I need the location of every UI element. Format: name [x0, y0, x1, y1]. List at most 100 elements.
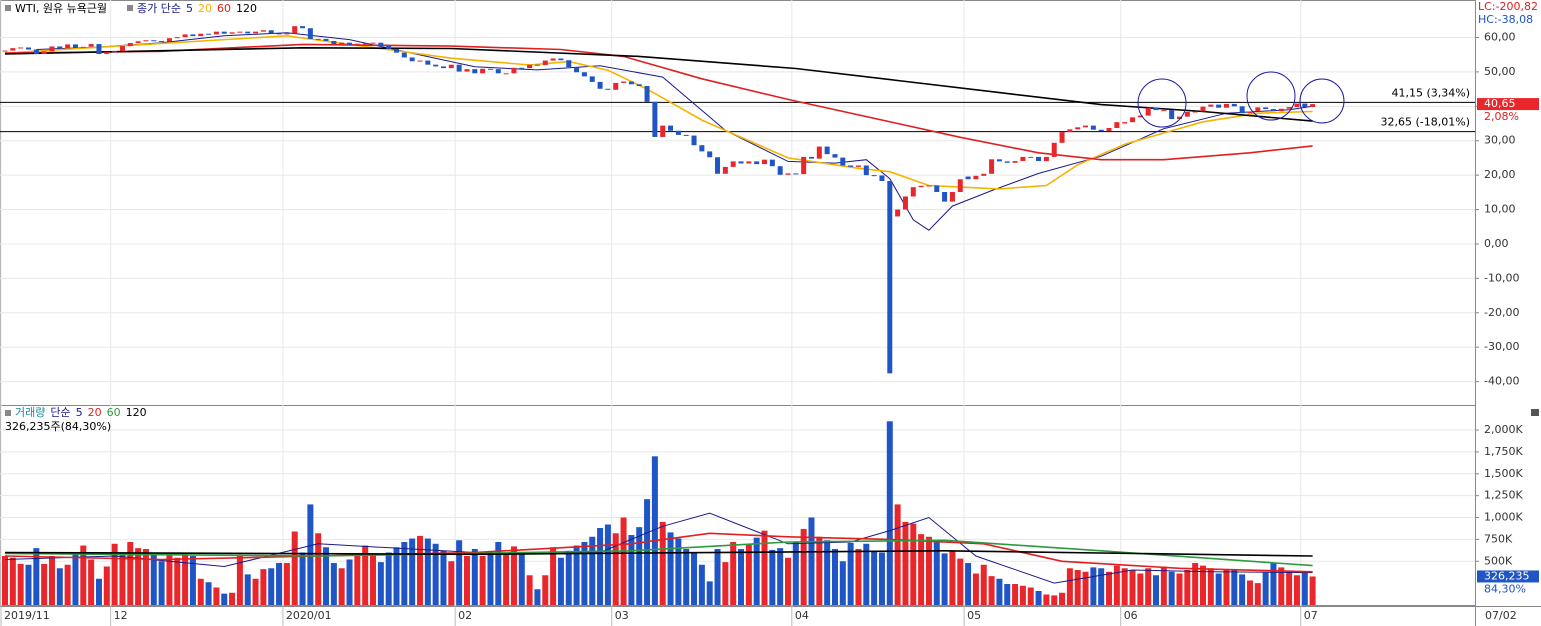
candle-body	[1192, 111, 1198, 113]
last-volume-box	[1477, 570, 1539, 583]
candle-body	[895, 209, 901, 217]
volume-bar	[1160, 566, 1167, 605]
volume-bar	[510, 546, 517, 605]
volume-bar	[244, 574, 251, 605]
candle-body	[464, 69, 470, 72]
volume-bar	[370, 553, 377, 605]
y-tick-label: 750K	[1484, 532, 1513, 545]
volume-bar	[291, 531, 298, 605]
volume-bar	[620, 517, 627, 605]
volume-bar	[777, 548, 784, 605]
candle-body	[1004, 161, 1010, 163]
volume-bar	[738, 549, 745, 605]
candle-body	[166, 38, 172, 42]
volume-bar	[604, 524, 611, 605]
legend-label: 20	[88, 406, 102, 419]
legend-icon	[5, 5, 11, 11]
candle-body	[1043, 156, 1049, 162]
candle-body	[801, 156, 807, 175]
legend-label: 단순	[50, 406, 70, 419]
y-tick-label: 10,00	[1484, 203, 1516, 216]
candle-body	[307, 28, 313, 39]
annotation-circle	[1246, 71, 1296, 121]
volume-bar	[1121, 568, 1128, 605]
candle-body	[1059, 132, 1065, 143]
volume-bar	[182, 552, 189, 605]
candle-body	[33, 49, 39, 55]
candle-body	[1012, 161, 1018, 163]
legend-label: 5	[186, 2, 193, 15]
y-tick-label: 1,000K	[1484, 511, 1523, 524]
volume-bar	[354, 556, 361, 605]
candle-body	[808, 156, 814, 159]
reference-label: 41,15 (3,34%)	[1391, 86, 1470, 99]
candle-body	[910, 187, 916, 197]
volume-bar	[213, 587, 220, 605]
volume-bar	[17, 563, 24, 605]
volume-bar	[800, 528, 807, 605]
volume-bar	[88, 559, 95, 605]
candle-body	[1145, 107, 1151, 116]
volume-bar	[518, 553, 525, 605]
volume-bar	[338, 568, 345, 605]
volume-bar	[573, 545, 580, 605]
candle-body	[918, 185, 924, 188]
volume-bar	[197, 578, 204, 605]
volume-bar	[9, 557, 16, 605]
candle-body	[887, 180, 893, 374]
candle-body	[973, 175, 979, 180]
candle-body	[996, 159, 1002, 162]
volume-bar	[424, 538, 431, 605]
candle-body	[1223, 103, 1229, 108]
volume-bar	[495, 542, 502, 605]
volume-bar	[401, 542, 408, 605]
candle-body	[331, 40, 337, 45]
candle-body	[253, 31, 259, 34]
volume-bar	[988, 576, 995, 605]
volume-bar	[863, 543, 870, 605]
volume-bar	[393, 547, 400, 605]
volume-bar	[612, 533, 619, 605]
volume-bar	[119, 552, 126, 605]
candle-body	[738, 161, 744, 164]
volume-bar	[166, 552, 173, 605]
candle-body	[362, 43, 368, 45]
volume-bar	[283, 563, 290, 605]
candle-body	[785, 173, 791, 175]
y-tick-label: 60,00	[1484, 31, 1516, 44]
candle-body	[245, 31, 251, 34]
volume-bar	[808, 517, 815, 605]
volume-bar	[1254, 583, 1261, 605]
candle-body	[151, 40, 157, 42]
volume-bar	[503, 554, 510, 605]
volume-ratio-label: 84,30%	[1484, 582, 1526, 595]
volume-bar	[362, 545, 369, 605]
volume-bar	[949, 550, 956, 605]
volume-bar	[189, 556, 196, 605]
candle-body	[707, 151, 713, 158]
candle-body	[213, 31, 219, 35]
volume-bar	[135, 548, 142, 605]
volume-bar	[745, 544, 752, 605]
candle-body	[1114, 122, 1120, 129]
candle-body	[1310, 104, 1316, 108]
candle-body	[1177, 116, 1182, 120]
candle-body	[1294, 103, 1300, 108]
candle-body	[511, 67, 517, 74]
hc-label: HC:-38,08	[1478, 13, 1533, 26]
volume-bar	[479, 556, 486, 605]
volume-bar	[1278, 567, 1285, 605]
candle-body	[1028, 156, 1034, 158]
volume-bar	[127, 542, 134, 605]
candle-body	[574, 67, 580, 73]
legend-label: 거래량	[15, 406, 45, 419]
volume-bar	[589, 536, 596, 605]
candle-body	[1020, 156, 1026, 162]
volume-bar	[980, 564, 987, 605]
volume-bar	[675, 538, 682, 605]
volume-bar	[25, 564, 32, 605]
candle-body	[636, 84, 642, 87]
volume-bar	[56, 568, 63, 605]
volume-bar	[753, 537, 760, 605]
